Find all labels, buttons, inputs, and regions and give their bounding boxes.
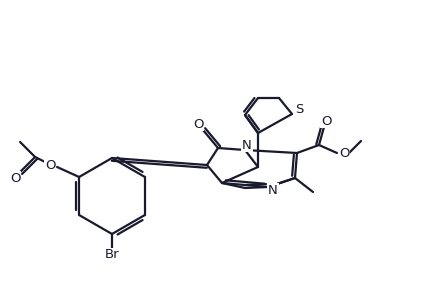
Text: S: S bbox=[295, 103, 303, 116]
Text: O: O bbox=[10, 171, 20, 185]
Text: Br: Br bbox=[105, 248, 119, 261]
Text: N: N bbox=[268, 183, 278, 196]
Text: O: O bbox=[339, 146, 349, 160]
Text: O: O bbox=[321, 114, 331, 128]
Text: O: O bbox=[45, 158, 55, 171]
Text: O: O bbox=[193, 118, 203, 131]
Text: N: N bbox=[242, 138, 252, 151]
